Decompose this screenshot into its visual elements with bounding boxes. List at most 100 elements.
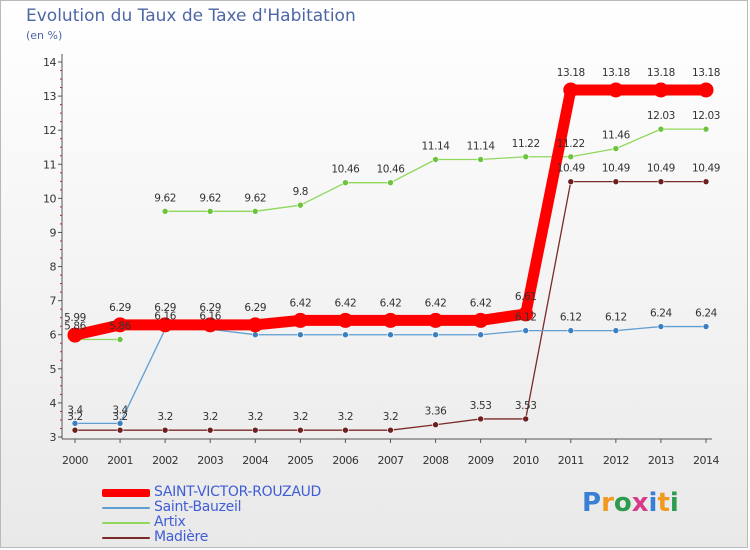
data-point-madi-re — [477, 415, 484, 423]
data-label-madi-re: 10.49 — [647, 163, 675, 175]
data-point-artix — [612, 145, 620, 152]
data-label-artix: 9.62 — [244, 192, 266, 204]
data-point-saint-bauzeil — [387, 331, 394, 339]
series-line-saint-bauzeil — [615, 325, 662, 332]
legend-label: Madière — [154, 529, 209, 545]
data-point-artix — [477, 156, 484, 163]
data-label-madi-re: 10.49 — [692, 163, 720, 175]
series-line-saint-victor-rouzaud — [520, 84, 577, 320]
data-label-saint-bauzeil: 6.24 — [650, 308, 672, 320]
data-label-artix: 12.03 — [647, 110, 675, 122]
data-point-madi-re — [522, 415, 530, 423]
data-label-artix: 11.22 — [512, 138, 540, 150]
legend-item-saint-bauzeil: Saint-Bauzeil — [102, 500, 402, 515]
x-tick-label: 2014 — [693, 454, 719, 467]
series-line-madi-re — [525, 181, 572, 420]
data-point-saint-bauzeil — [657, 323, 665, 330]
y-tick-label: 4 — [50, 397, 57, 410]
data-point-saint-bauzeil — [567, 327, 575, 334]
data-label-artix: 12.03 — [692, 110, 720, 122]
data-label-madi-re: 3.2 — [338, 411, 354, 423]
data-label-artix: 10.46 — [376, 164, 405, 176]
x-tick-label: 2011 — [558, 454, 584, 467]
data-point-madi-re — [297, 426, 304, 434]
data-label-saint-bauzeil: 6.12 — [605, 312, 627, 324]
x-tick-label: 2006 — [332, 454, 358, 467]
data-point-artix — [387, 179, 394, 186]
x-tick-label: 2002 — [152, 454, 178, 467]
data-point-artix — [161, 208, 169, 215]
data-point-madi-re — [432, 421, 439, 429]
data-point-saint-victor-rouzaud — [67, 327, 83, 343]
data-point-saint-victor-rouzaud — [698, 82, 714, 98]
data-label-saint-victor-rouzaud: 6.29 — [109, 302, 131, 314]
data-label-saint-victor-rouzaud: 13.18 — [692, 67, 720, 79]
data-label-artix: 11.46 — [602, 130, 631, 142]
series-line-saint-victor-rouzaud — [69, 319, 126, 341]
data-label-madi-re: 3.2 — [248, 411, 264, 423]
y-tick-label: 10 — [43, 192, 56, 205]
data-point-artix — [567, 153, 575, 161]
data-label-saint-victor-rouzaud: 6.42 — [425, 297, 447, 309]
data-point-saint-bauzeil — [116, 420, 124, 427]
x-tick-label: 2000 — [62, 454, 88, 467]
data-label-artix: 11.22 — [557, 138, 585, 150]
data-point-saint-bauzeil — [702, 323, 710, 330]
x-tick-label: 2003 — [197, 454, 223, 467]
data-label-madi-re: 3.53 — [470, 400, 492, 412]
data-label-saint-bauzeil: 6.12 — [560, 312, 582, 324]
data-point-saint-bauzeil — [71, 420, 79, 427]
data-point-madi-re — [702, 178, 710, 185]
data-label-saint-victor-rouzaud: 6.61 — [515, 291, 537, 303]
data-point-saint-bauzeil — [522, 327, 530, 334]
data-point-saint-victor-rouzaud — [157, 317, 173, 333]
data-point-artix — [522, 153, 530, 161]
data-point-saint-victor-rouzaud — [247, 317, 263, 333]
data-label-artix: 5.86 — [109, 321, 131, 333]
series-line-saint-victor-rouzaud — [475, 308, 532, 326]
series-line-saint-bauzeil — [479, 329, 527, 336]
x-tick-label: 2001 — [107, 454, 133, 467]
data-point-madi-re — [567, 178, 575, 185]
data-point-saint-bauzeil — [297, 331, 304, 339]
legend-swatch-saint-bauzeil — [102, 507, 150, 509]
data-point-saint-bauzeil — [251, 331, 259, 339]
data-point-saint-victor-rouzaud — [337, 312, 353, 328]
data-label-saint-victor-rouzaud: 13.18 — [557, 67, 585, 79]
x-tick-label: 2012 — [603, 454, 629, 467]
data-point-madi-re — [161, 426, 169, 434]
data-label-saint-bauzeil: 6.24 — [695, 308, 717, 320]
legend: SAINT-VICTOR-ROUZAUD Saint-Bauzeil Artix… — [102, 485, 402, 545]
y-tick-label: 9 — [50, 226, 57, 239]
data-point-saint-victor-rouzaud — [292, 312, 308, 328]
data-label-madi-re: 3.2 — [67, 411, 83, 423]
data-label-madi-re: 10.49 — [602, 163, 630, 175]
data-label-madi-re: 10.49 — [557, 163, 585, 175]
legend-swatch-artix — [102, 522, 150, 524]
y-tick-label: 13 — [43, 90, 56, 103]
series-line-madi-re — [389, 424, 437, 431]
x-tick-label: 2005 — [287, 454, 313, 467]
series-line-artix — [479, 156, 527, 161]
data-point-saint-victor-rouzaud — [563, 82, 579, 98]
data-point-saint-bauzeil — [342, 331, 349, 339]
y-tick-label: 7 — [50, 295, 57, 308]
data-point-madi-re — [657, 178, 665, 185]
series-line-artix — [254, 204, 302, 212]
y-tick-label: 6 — [50, 329, 57, 342]
x-tick-label: 2008 — [423, 454, 449, 467]
series-line-artix — [615, 128, 662, 150]
data-label-artix: 9.8 — [293, 186, 309, 198]
data-point-madi-re — [387, 426, 394, 434]
data-label-saint-victor-rouzaud: 6.29 — [199, 302, 221, 314]
data-point-madi-re — [116, 426, 124, 434]
data-label-artix: 11.14 — [467, 141, 496, 153]
data-point-artix — [116, 336, 124, 343]
data-label-saint-victor-rouzaud: 6.29 — [244, 302, 266, 314]
legend-label: Saint-Bauzeil — [154, 499, 242, 515]
data-label-saint-bauzeil: 3.4 — [112, 404, 128, 416]
y-tick-label: 12 — [43, 124, 56, 137]
x-tick-label: 2009 — [468, 454, 494, 467]
data-label-saint-victor-rouzaud: 6.29 — [154, 302, 176, 314]
